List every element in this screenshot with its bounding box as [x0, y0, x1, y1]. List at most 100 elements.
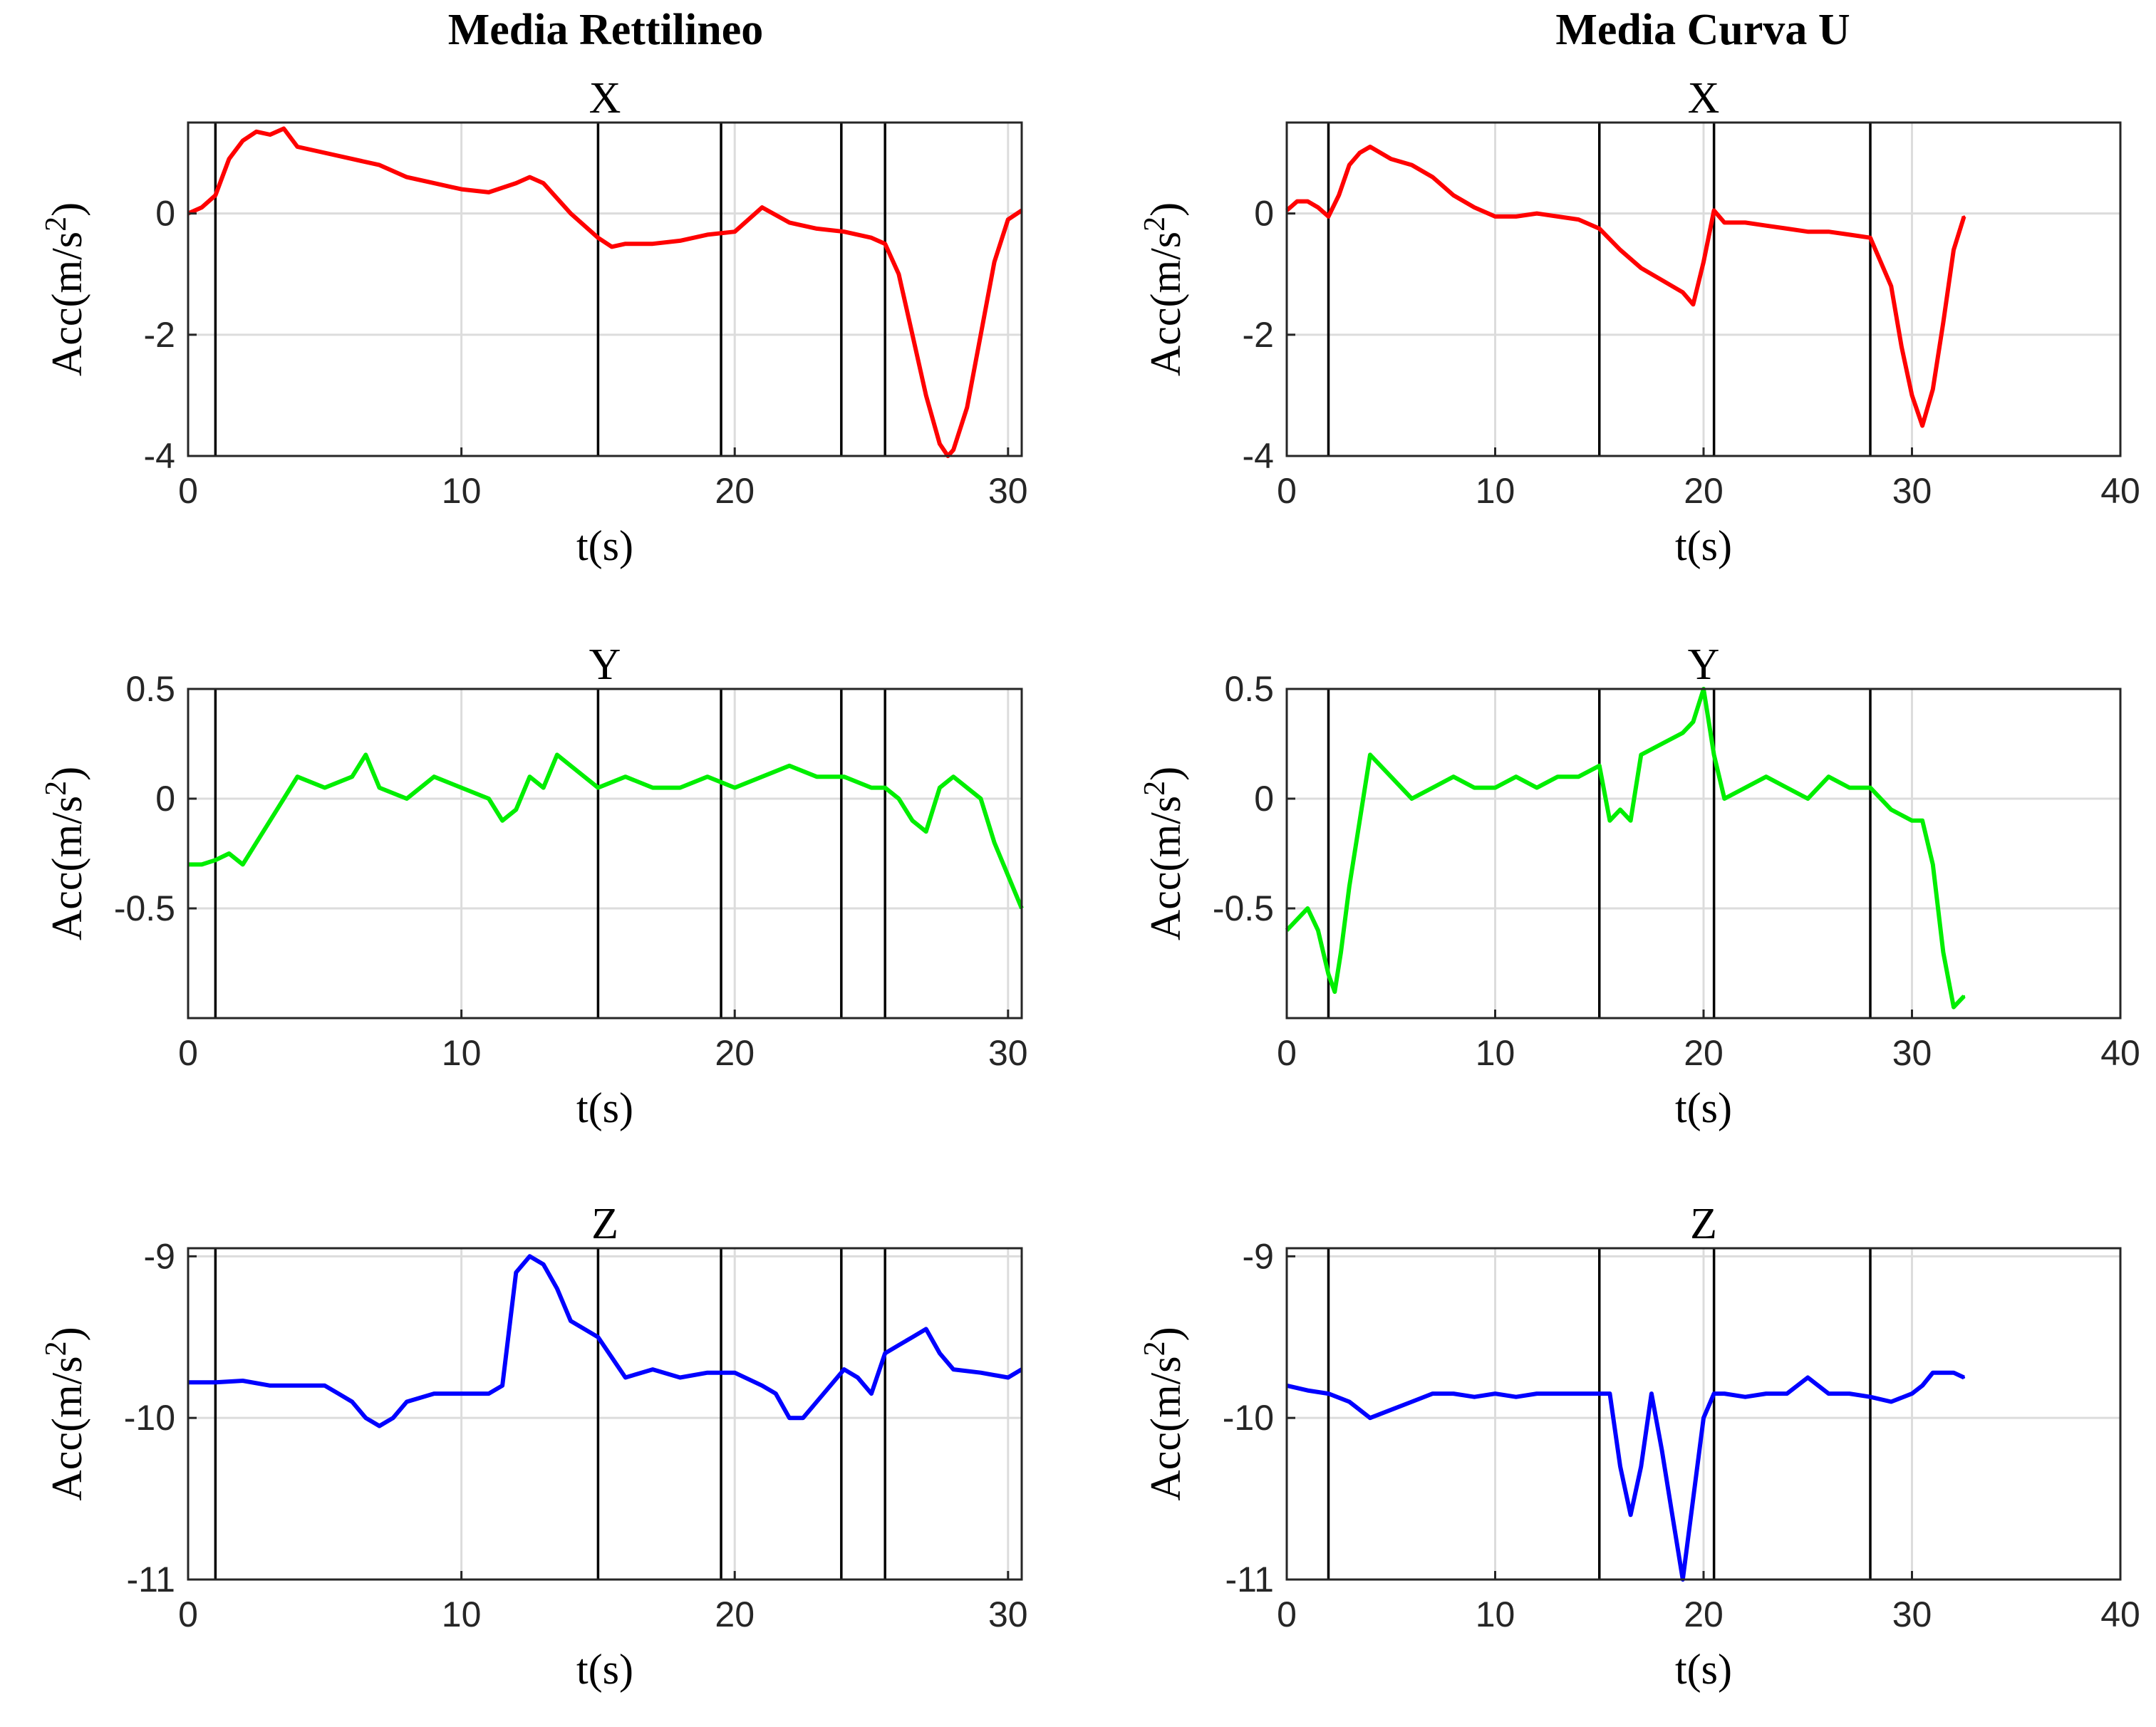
data-point — [870, 237, 873, 239]
data-point — [1556, 1392, 1559, 1395]
data-point — [364, 1416, 367, 1419]
data-point — [843, 1368, 846, 1371]
data-point — [269, 133, 271, 136]
data-point — [1494, 215, 1496, 218]
x-tick-label: 0 — [1277, 471, 1297, 511]
data-point — [1494, 787, 1496, 789]
data-point — [405, 176, 408, 179]
data-point — [1942, 951, 1944, 954]
data-point — [1452, 1392, 1455, 1395]
data-point — [925, 394, 928, 397]
y-axis-label: Acc(m/s2) — [40, 202, 90, 376]
data-point — [269, 1384, 271, 1387]
data-point — [938, 787, 941, 789]
y-tick-label: -9 — [144, 1236, 175, 1276]
y-tick-label: -0.5 — [1213, 888, 1274, 928]
x-tick-label: 20 — [715, 1033, 755, 1073]
data-point — [883, 787, 886, 789]
data-point — [296, 1384, 299, 1387]
data-point — [514, 808, 517, 811]
data-point — [514, 1271, 517, 1274]
data-point — [583, 1327, 586, 1330]
data-point — [405, 797, 408, 800]
data-point — [1765, 775, 1768, 778]
panel-2: 0 10 20 30 40 -4 -2 0 Xt(s) Acc(m/s2) — [1139, 74, 2140, 569]
data-point — [1702, 261, 1705, 264]
data-point — [529, 176, 532, 179]
data-point — [1921, 424, 1924, 427]
data-point — [487, 191, 490, 194]
data-point — [1900, 346, 1903, 348]
data-point — [337, 1392, 340, 1395]
data-point — [678, 239, 681, 242]
y-tick-label: 0 — [155, 194, 175, 234]
data-point — [1333, 990, 1336, 993]
data-point — [965, 787, 968, 789]
data-point — [1411, 797, 1413, 800]
data-point — [282, 128, 285, 130]
x-tick-label: 40 — [2100, 1033, 2140, 1073]
data-point — [1942, 321, 1944, 324]
data-point — [1515, 215, 1518, 218]
data-point — [351, 1400, 353, 1403]
data-point — [1806, 1376, 1809, 1379]
data-point — [843, 775, 846, 778]
series-line — [1285, 145, 1966, 428]
data-point — [1296, 918, 1299, 920]
y-tick-label: -9 — [1243, 1236, 1274, 1276]
data-point — [883, 1352, 886, 1354]
data-point — [1890, 808, 1892, 811]
data-point — [1577, 1392, 1580, 1395]
data-point — [979, 797, 982, 800]
data-point — [242, 863, 244, 866]
data-point — [1661, 742, 1663, 745]
data-point — [1963, 215, 1966, 218]
data-point — [501, 1384, 504, 1387]
x-axis-label: t(s) — [576, 522, 633, 569]
x-tick-label: 10 — [1476, 1033, 1515, 1073]
data-point — [1348, 164, 1351, 167]
panel-5: 0 10 20 30 -11 -10 -9 Zt(s) Acc(m/s2) — [40, 1200, 1028, 1693]
data-point — [569, 212, 572, 215]
data-point — [733, 787, 736, 789]
y-tick-label: -2 — [144, 315, 175, 355]
data-point — [432, 182, 435, 185]
axis-title: Z — [591, 1200, 618, 1248]
data-point — [1348, 885, 1351, 888]
data-point — [1007, 1376, 1010, 1379]
data-point — [1296, 200, 1299, 203]
x-tick-label: 10 — [442, 1594, 482, 1634]
y-tick-label: 0.5 — [1224, 669, 1274, 709]
x-axis-label: t(s) — [576, 1084, 633, 1131]
y-tick-label: -0.5 — [114, 888, 175, 928]
data-point — [1629, 1513, 1632, 1516]
data-point — [733, 230, 736, 233]
axis-title: Y — [1688, 641, 1720, 689]
x-tick-label: 0 — [178, 1594, 198, 1634]
axes-frame — [187, 121, 1023, 457]
data-point — [1556, 775, 1559, 778]
data-point — [1691, 303, 1694, 306]
data-point — [255, 130, 258, 133]
data-point — [1358, 819, 1361, 822]
data-point — [529, 775, 532, 778]
data-point — [542, 182, 545, 185]
data-point — [965, 406, 968, 409]
data-point — [706, 1371, 709, 1374]
data-point — [323, 787, 326, 789]
data-point — [706, 775, 709, 778]
data-point — [1932, 863, 1934, 866]
x-tick-label: 0 — [1277, 1033, 1297, 1073]
data-point — [1411, 164, 1413, 167]
x-tick-label: 0 — [178, 1033, 198, 1073]
x-tick-label: 40 — [2100, 471, 2140, 511]
data-point — [1963, 995, 1966, 997]
data-point — [952, 448, 955, 451]
data-point — [228, 157, 231, 160]
data-point — [897, 797, 900, 800]
data-point — [1848, 787, 1851, 789]
data-point — [952, 1368, 955, 1371]
data-point — [1869, 1396, 1872, 1399]
data-point — [596, 237, 599, 239]
